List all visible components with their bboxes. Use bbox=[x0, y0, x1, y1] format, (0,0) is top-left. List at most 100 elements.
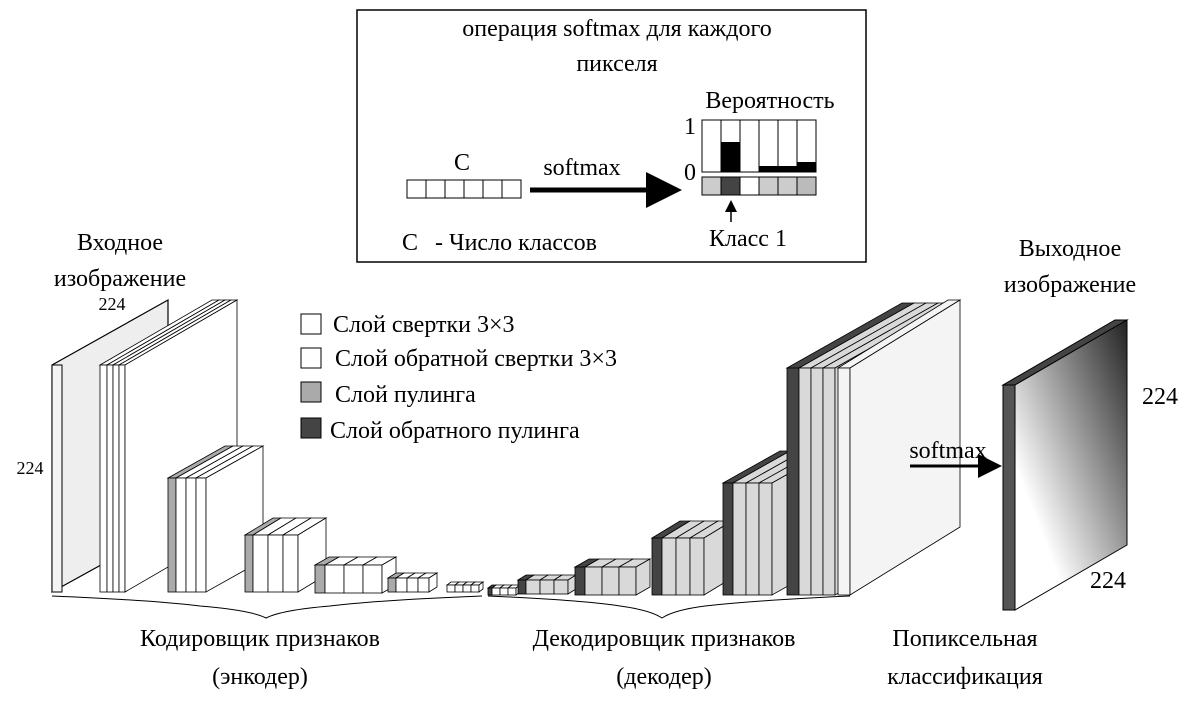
layers bbox=[98, 299, 962, 596]
layer-front bbox=[106, 364, 114, 593]
layer-front bbox=[267, 534, 284, 593]
encoder-label: (энкодер) bbox=[212, 664, 308, 690]
legend-item: Слой пулинга bbox=[335, 382, 476, 408]
legend-item: Слой обратного пулинга bbox=[330, 418, 580, 444]
vector-cell bbox=[482, 179, 503, 199]
layer-front bbox=[758, 482, 773, 596]
layer-front bbox=[539, 579, 555, 595]
layer-front bbox=[195, 477, 207, 593]
layer-front bbox=[517, 579, 527, 595]
layer-front bbox=[487, 587, 493, 596]
legend-item: Слой обратной свертки 3×3 bbox=[335, 346, 617, 372]
layer-front bbox=[99, 364, 108, 593]
dim-label: 224 bbox=[1090, 568, 1126, 594]
probability-bars bbox=[701, 119, 817, 196]
layer-front bbox=[651, 537, 663, 596]
layer-front bbox=[454, 584, 464, 593]
layer-front bbox=[282, 534, 299, 593]
vector bbox=[406, 179, 522, 199]
layer-front bbox=[745, 482, 760, 596]
class-cell bbox=[777, 176, 798, 196]
decoder-label: Декодировщик признаков bbox=[533, 626, 796, 652]
layer-front bbox=[387, 577, 397, 593]
layer-front bbox=[185, 477, 197, 593]
dim-label: 224 bbox=[99, 294, 126, 314]
axis-label: 1 bbox=[684, 114, 696, 140]
vector-cell bbox=[463, 179, 484, 199]
prob-column bbox=[758, 119, 779, 173]
layer-front bbox=[798, 367, 812, 596]
layer-front bbox=[252, 534, 269, 593]
class-cell bbox=[720, 176, 741, 196]
vector-cell bbox=[444, 179, 465, 199]
layer-side bbox=[849, 299, 961, 596]
output-label: Выходное bbox=[1019, 236, 1122, 262]
layer-front bbox=[601, 566, 620, 596]
layer-front bbox=[343, 564, 364, 594]
encoder-brace bbox=[51, 595, 483, 619]
layer-front bbox=[661, 537, 677, 596]
legend-swatch bbox=[300, 313, 322, 335]
legend-text: - Число классов bbox=[435, 230, 597, 256]
class-cell bbox=[758, 176, 779, 196]
layer-side bbox=[478, 581, 484, 593]
layer-front bbox=[584, 566, 603, 596]
prob-fill bbox=[797, 162, 816, 172]
vector-cell bbox=[406, 179, 427, 199]
layer-front bbox=[395, 577, 408, 593]
layer-front bbox=[491, 587, 501, 596]
legend: Слой свертки 3×3 Слой обратной свертки 3… bbox=[300, 312, 617, 444]
layer-front bbox=[470, 584, 480, 593]
probability-label: Вероятность bbox=[705, 88, 834, 114]
layer-side bbox=[635, 558, 651, 596]
dim-label: 224 bbox=[17, 458, 44, 478]
layer-front bbox=[810, 367, 824, 596]
encoder-label: Кодировщик признаков bbox=[140, 626, 380, 652]
legend-item: Слой свертки 3×3 bbox=[333, 312, 515, 338]
layer-front bbox=[525, 579, 541, 595]
input-label: изображение bbox=[54, 266, 186, 292]
classification-label: классификация bbox=[887, 664, 1043, 690]
axis-label: 0 bbox=[684, 160, 696, 186]
output-label: изображение bbox=[1004, 272, 1136, 298]
softmax-label: softmax bbox=[909, 438, 986, 464]
layer-front bbox=[786, 367, 800, 596]
layer-front bbox=[822, 367, 836, 596]
class-cell bbox=[701, 176, 722, 196]
layer-front bbox=[689, 537, 705, 596]
layer-front bbox=[175, 477, 187, 593]
prob-column bbox=[701, 119, 722, 173]
input-label: Входное bbox=[77, 230, 163, 256]
layer-front bbox=[732, 482, 747, 596]
decoder-brace bbox=[487, 595, 851, 619]
layer-front bbox=[499, 587, 509, 596]
box-title: операция softmax для каждого bbox=[462, 16, 771, 42]
layer-front bbox=[314, 564, 326, 594]
prob-fill bbox=[721, 142, 740, 172]
layer-front bbox=[618, 566, 637, 596]
arrow-head bbox=[646, 172, 682, 208]
output-image bbox=[1014, 319, 1128, 611]
input-edge bbox=[51, 364, 63, 593]
vector-cell bbox=[425, 179, 446, 199]
prob-column bbox=[777, 119, 798, 173]
layer-front bbox=[462, 584, 472, 593]
layer-front bbox=[406, 577, 419, 593]
layer-front bbox=[446, 584, 456, 593]
prob-fill bbox=[778, 166, 797, 172]
classification-label: Попиксельная bbox=[892, 626, 1037, 652]
layer-front bbox=[324, 564, 345, 594]
box-title: пикселя bbox=[576, 51, 657, 77]
class-label: Класс 1 bbox=[709, 226, 787, 252]
legend-swatch bbox=[300, 347, 322, 369]
legend-swatch bbox=[300, 417, 322, 439]
channels-label: C bbox=[454, 150, 470, 176]
dim-label: 224 bbox=[1142, 384, 1178, 410]
layer-front bbox=[244, 534, 254, 593]
layer-front bbox=[553, 579, 569, 595]
layer-front bbox=[507, 587, 517, 596]
layer-front bbox=[118, 364, 126, 593]
decoder-label: (декодер) bbox=[616, 664, 711, 690]
layer-front bbox=[722, 482, 734, 596]
